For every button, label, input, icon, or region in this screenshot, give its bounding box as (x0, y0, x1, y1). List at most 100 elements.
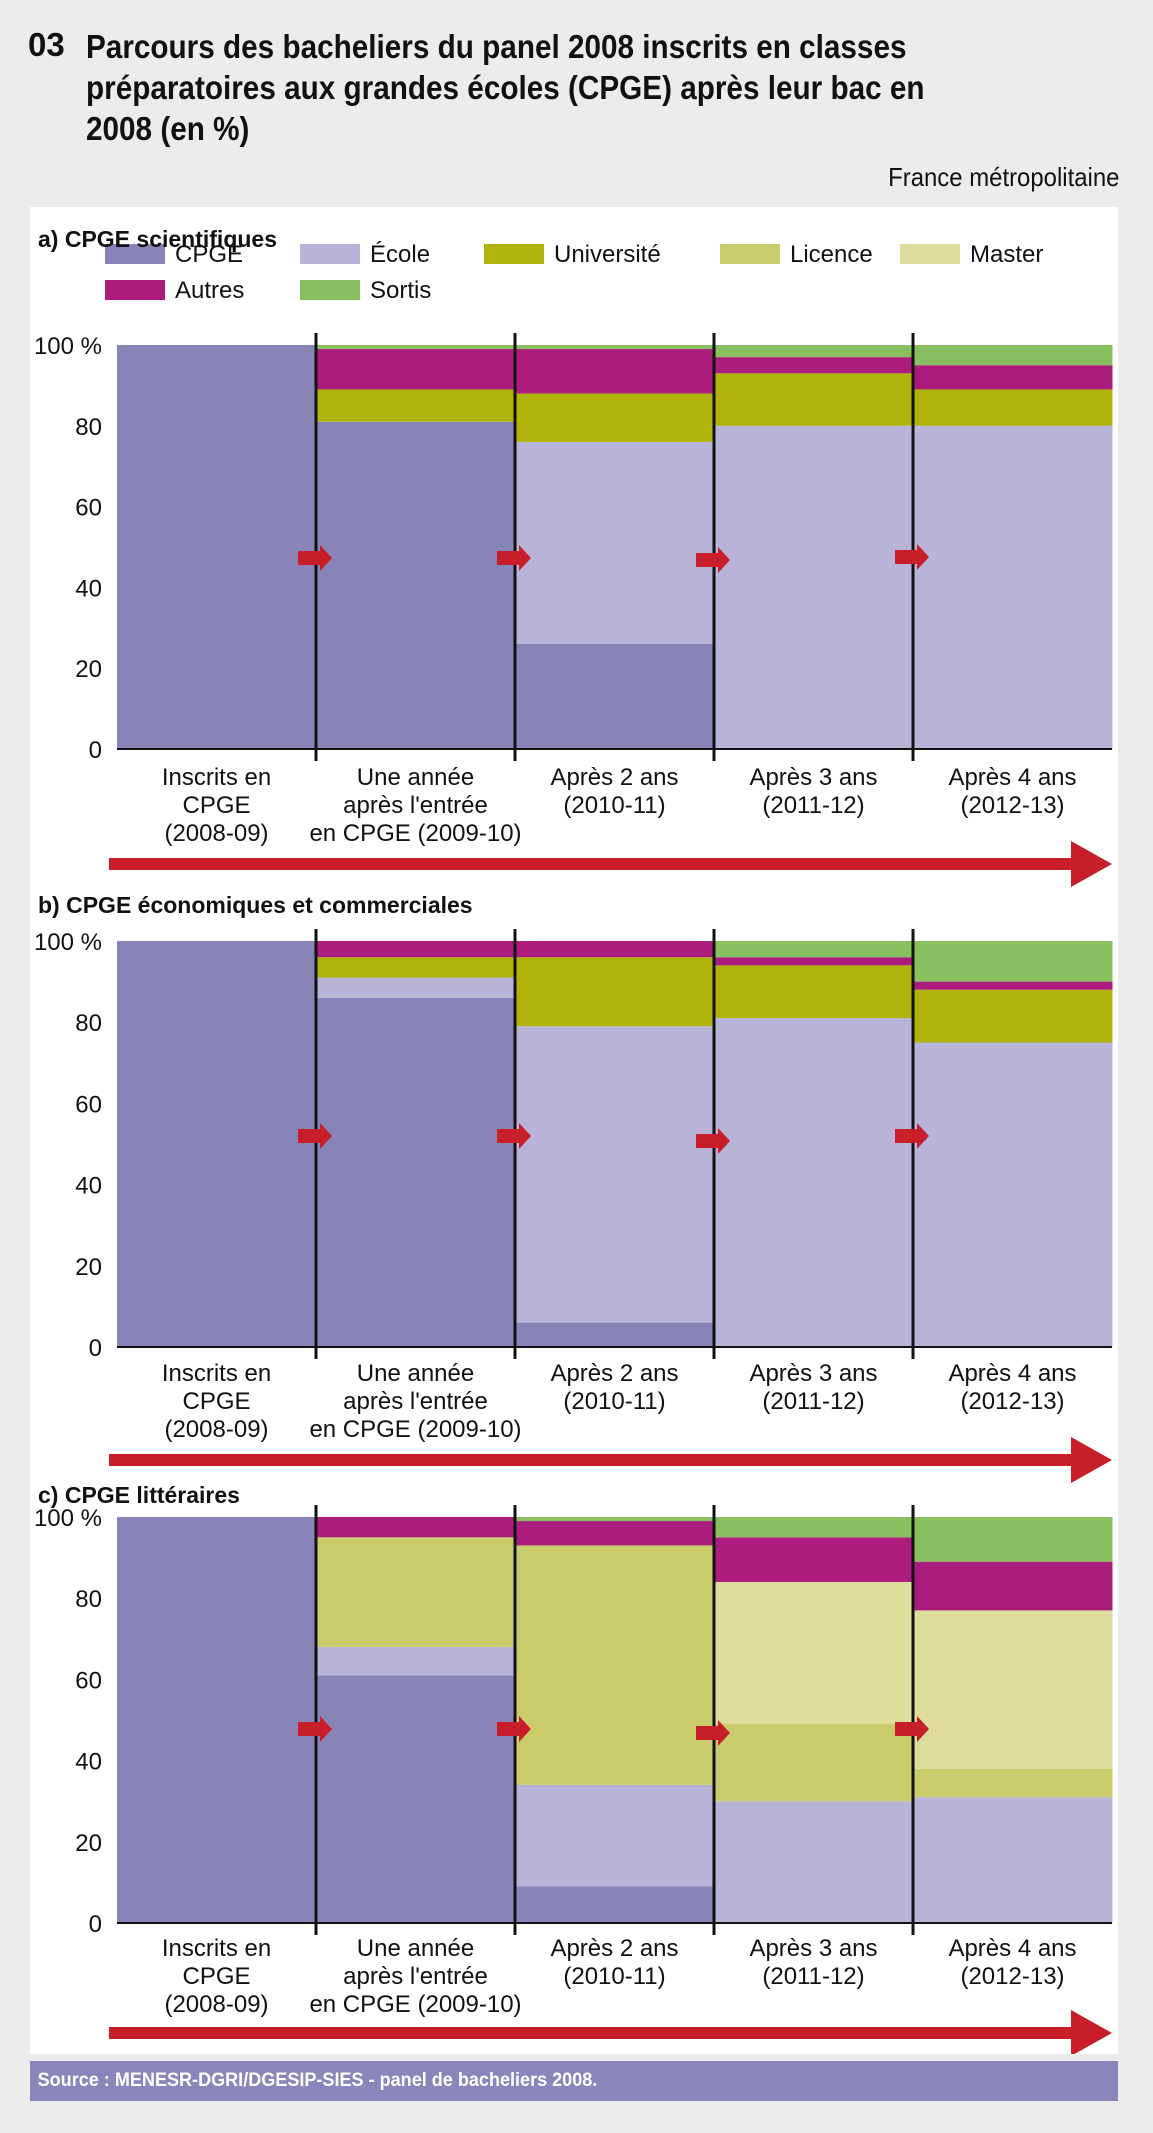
x-label-3-5-2: (2012-13) (960, 1963, 1064, 1990)
bar-segment-1-2-autres (316, 349, 516, 390)
bar-segment-1-2-sortis (316, 345, 516, 350)
x-label-3-2-1: Une année (357, 1935, 474, 1962)
bar-segment-3-4-école (714, 1801, 914, 1923)
bar-segment-2-3-université (515, 957, 715, 1027)
timeline-arrow-2 (109, 1437, 1112, 1483)
y-tick-1-3: 60 (75, 495, 102, 522)
bar-segment-2-2-école (316, 977, 516, 998)
transition-arrow-2-1 (298, 1123, 332, 1149)
bar-segment-3-3-école (515, 1784, 715, 1887)
x-label-2-3-1: Après 2 ans (550, 1360, 678, 1387)
bar-segment-1-4-autres (714, 357, 914, 374)
legend-label-5: Master (970, 241, 1043, 268)
legend-label-6: Autres (175, 277, 244, 304)
x-label-1-2-3: en CPGE (2009-10) (309, 820, 521, 847)
x-label-3-1-3: (2008-09) (164, 1991, 268, 2018)
bar-segment-3-4-licence (714, 1724, 914, 1802)
x-label-2-2-2: après l'entrée (343, 1388, 488, 1415)
legend-swatch-1 (105, 244, 165, 264)
x-label-3-3-1: Après 2 ans (550, 1935, 678, 1962)
legend-label-2: École (370, 241, 430, 268)
x-label-1-3-1: Après 2 ans (550, 764, 678, 791)
legend-swatch-2 (300, 244, 360, 264)
bar-segment-2-2-université (316, 957, 516, 978)
bar-segment-2-3-école (515, 1026, 715, 1323)
bar-segment-2-2-cpge (316, 997, 516, 1347)
bar-segment-3-2-autres (316, 1517, 516, 1538)
x-label-1-2-2: après l'entrée (343, 792, 488, 819)
y-tick-1-2: 80 (75, 414, 102, 441)
x-label-3-4-2: (2011-12) (762, 1963, 864, 1990)
bar-segment-1-4-sortis (714, 345, 914, 358)
y-tick-1-4: 40 (75, 575, 102, 602)
bar-segment-3-2-école (316, 1646, 516, 1676)
transition-arrow-3-2 (497, 1716, 531, 1742)
bar-segment-3-3-sortis (515, 1517, 715, 1522)
source-bar: Source : MENESR-DGRI/DGESIP-SIES - panel… (30, 2061, 1118, 2101)
timeline-arrow-3 (109, 2010, 1112, 2054)
bar-segment-1-3-autres (515, 349, 715, 394)
x-label-1-3-2: (2010-11) (563, 792, 665, 819)
bar-segment-1-3-école (515, 441, 715, 644)
x-label-3-5-1: Après 4 ans (948, 1935, 1076, 1962)
transition-arrow-3-1 (298, 1716, 332, 1742)
transition-arrow-2-2 (497, 1123, 531, 1149)
bar-segment-3-3-cpge (515, 1886, 715, 1923)
transition-arrow-1-4 (895, 544, 929, 570)
source-text: Source : MENESR-DGRI/DGESIP-SIES - panel… (37, 2070, 598, 2091)
bar-segment-3-5-école (913, 1797, 1113, 1923)
bar-segment-2-3-autres (515, 941, 715, 958)
x-label-2-4-1: Après 3 ans (749, 1360, 877, 1387)
y-tick-2-2: 80 (75, 1010, 102, 1037)
bar-segment-1-5-université (913, 389, 1113, 426)
x-label-2-5-2: (2012-13) (960, 1388, 1064, 1415)
bar-segment-1-1-cpge (117, 345, 317, 749)
legend-swatch-5 (900, 244, 960, 264)
x-label-1-2-1: Une année (357, 764, 474, 791)
x-label-2-4-2: (2011-12) (762, 1388, 864, 1415)
x-label-3-3-2: (2010-11) (563, 1963, 665, 1990)
y-tick-1-5: 20 (75, 656, 102, 683)
x-label-2-1-3: (2008-09) (164, 1416, 268, 1443)
bar-segment-1-3-cpge (515, 643, 715, 749)
legend-swatch-3 (484, 244, 544, 264)
section-title-3: c) CPGE littéraires (38, 1482, 240, 1508)
x-label-3-2-2: après l'entrée (343, 1963, 488, 1990)
y-tick-3-3: 60 (75, 1667, 102, 1694)
y-tick-3-6: 0 (89, 1911, 102, 1938)
region-label: France métropolitaine (887, 162, 1119, 192)
x-label-1-1-1: Inscrits en (162, 764, 271, 791)
bar-segment-3-5-licence (913, 1768, 1113, 1798)
bar-segment-3-1-cpge (117, 1517, 317, 1923)
bar-segment-3-2-licence (316, 1537, 516, 1647)
legend-swatch-6 (105, 280, 165, 300)
legend-label-4: Licence (790, 241, 873, 268)
bar-segment-3-3-licence (515, 1545, 715, 1785)
bar-segment-3-2-cpge (316, 1675, 516, 1923)
x-label-1-4-2: (2011-12) (762, 792, 864, 819)
bar-segment-2-5-sortis (913, 941, 1113, 982)
y-tick-2-1: 100 % (34, 929, 102, 956)
bar-segment-1-3-université (515, 393, 715, 442)
x-label-2-2-1: Une année (357, 1360, 474, 1387)
x-label-3-1-2: CPGE (182, 1963, 250, 1990)
y-tick-3-5: 20 (75, 1830, 102, 1857)
x-label-3-2-3: en CPGE (2009-10) (309, 1991, 521, 2018)
bar-segment-2-4-autres (714, 957, 914, 966)
chart-panel: CPGE École Université Licence Master Autres So… (30, 207, 1118, 2054)
legend-label-3: Université (554, 241, 661, 268)
bar-segment-1-2-cpge (316, 421, 516, 749)
x-label-1-1-2: CPGE (182, 792, 250, 819)
bar-segment-1-5-autres (913, 365, 1113, 390)
chart-title: Parcours des bacheliers du panel 2008 in… (86, 28, 925, 147)
y-tick-2-6: 0 (89, 1335, 102, 1362)
bar-segment-1-4-université (714, 373, 914, 426)
transition-arrow-3-4 (895, 1716, 929, 1742)
bar-segment-1-2-université (316, 389, 516, 422)
y-tick-2-3: 60 (75, 1091, 102, 1118)
bar-segment-3-5-autres (913, 1561, 1113, 1611)
bar-segment-2-2-autres (316, 941, 516, 958)
x-label-2-2-3: en CPGE (2009-10) (309, 1416, 521, 1443)
bar-segment-3-5-master (913, 1610, 1113, 1769)
bar-segment-2-1-cpge (117, 941, 317, 1347)
